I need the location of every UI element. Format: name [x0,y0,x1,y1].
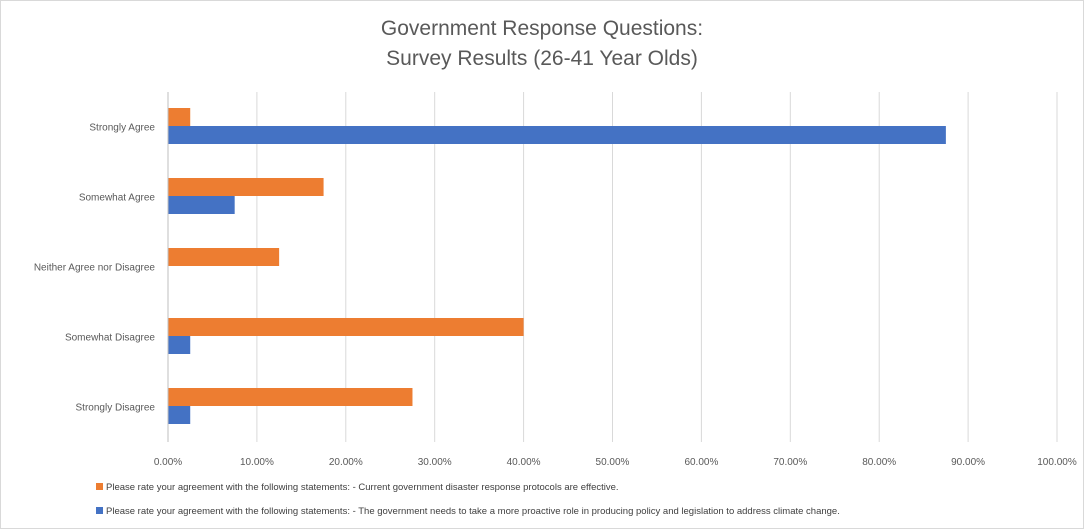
category-label: Somewhat Disagree [65,333,155,344]
x-tick-label: 80.00% [862,457,896,468]
legend-label-orange: Please rate your agreement with the foll… [106,482,619,493]
legend-swatch-blue [96,507,103,514]
x-tick-label: 50.00% [596,457,630,468]
x-tick-label: 90.00% [951,457,985,468]
category-label: Strongly Disagree [76,403,156,414]
bar-orange [168,178,324,196]
x-tick-label: 0.00% [154,457,182,468]
bar-blue [168,336,191,354]
x-tick-label: 10.00% [240,457,274,468]
bar-orange [168,388,413,406]
category-label: Neither Agree nor Disagree [34,263,156,274]
bar-blue [168,406,191,424]
bar-orange [168,248,280,266]
bar-blue [168,196,235,214]
x-tick-label: 100.00% [1037,457,1077,468]
legend-swatch-orange [96,483,103,490]
x-tick-label: 70.00% [773,457,807,468]
bar-blue [168,126,946,144]
category-label: Somewhat Agree [79,193,156,204]
chart-title: Government Response Questions: Survey Re… [0,14,1084,74]
legend-entry-orange: Please rate your agreement with the foll… [96,481,619,495]
bar-orange [168,318,524,336]
chart-title-line-1: Government Response Questions: [380,17,704,40]
bar-orange [168,108,191,126]
x-tick-label: 60.00% [684,457,718,468]
chart-title-line-2: Survey Results (26-41 Year Olds) [386,47,698,70]
category-label: Strongly Agree [89,123,155,134]
legend-entry-blue: Please rate your agreement with the foll… [96,505,840,519]
x-tick-label: 40.00% [507,457,541,468]
x-tick-label: 20.00% [329,457,363,468]
legend-label-blue: Please rate your agreement with the foll… [106,506,840,517]
x-tick-label: 30.00% [418,457,452,468]
